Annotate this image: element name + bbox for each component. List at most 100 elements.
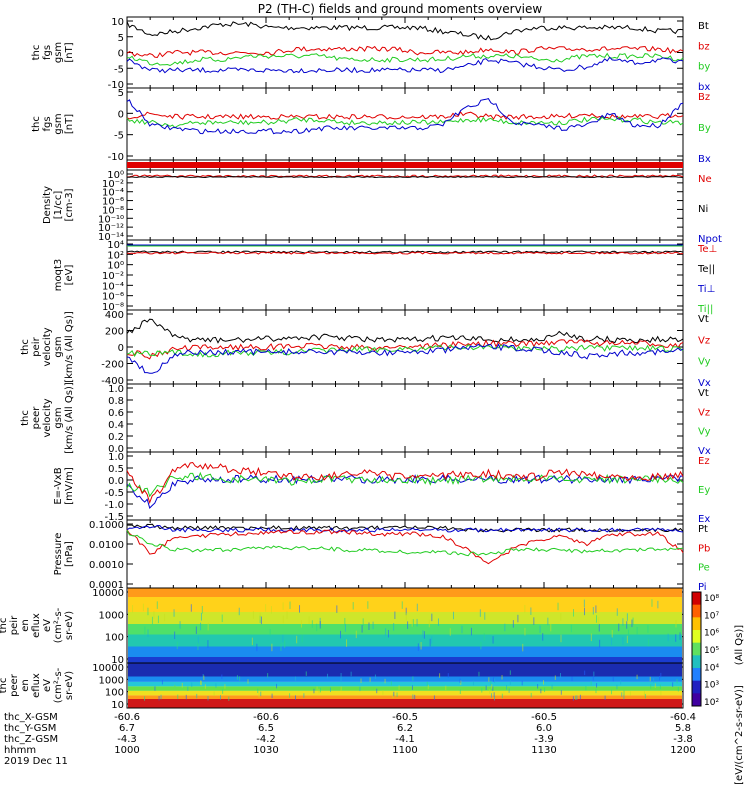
footer-value: -60.5 (392, 712, 418, 723)
spectro-streak (540, 688, 542, 694)
spectro-streak (660, 672, 662, 678)
spectro-streak (623, 694, 625, 700)
spectro-streak (659, 684, 661, 690)
spectro-streak (492, 636, 494, 644)
spectro-streak (636, 674, 638, 680)
spectro-streak (174, 684, 176, 690)
legend-vy: Vy (698, 427, 711, 438)
spectro-streak (157, 615, 159, 624)
y-axis-label: velocity (42, 327, 53, 366)
spectro-streak (144, 696, 146, 701)
spectro-streak (187, 686, 189, 691)
spectro-streak (437, 618, 439, 626)
spectro-streak (628, 629, 630, 638)
footer-value: 6.5 (258, 723, 274, 734)
footer-row-label: thc_Y-GSM (4, 723, 56, 734)
spectro-streak (239, 676, 241, 681)
spectro-streak (620, 680, 622, 685)
spectro-streak (154, 686, 156, 691)
footer-value: -60.6 (253, 712, 279, 723)
fgs-series-black (126, 21, 684, 41)
spectro-streak (200, 613, 202, 621)
spectro-streak (197, 642, 199, 651)
spectro-streak (618, 623, 620, 632)
spectro-streak (196, 693, 198, 699)
spectro-streak (219, 695, 221, 700)
spectro-streak (340, 673, 342, 678)
spectro-streak (414, 694, 416, 700)
spectro-streak (570, 624, 572, 633)
spectro-streak (530, 607, 532, 615)
spectro-streak (509, 670, 511, 675)
spectro-streak (344, 617, 346, 626)
panel-fgs2: thc fgs gsm [nT] 5 0 -5 -10 Bz By Bx (31, 87, 711, 165)
spectro-streak (256, 643, 258, 652)
legend-bz: bz (698, 41, 710, 52)
peir-v-black (126, 318, 684, 344)
spectro-streak (191, 682, 193, 687)
spectro-streak (672, 682, 674, 687)
y-tick-label: 10 (111, 655, 124, 666)
spectro-streak (308, 616, 310, 624)
pressure-green (126, 529, 684, 557)
efield-blue (126, 474, 684, 509)
spectro-streak (282, 634, 284, 643)
y-tick-label: 0.0 (108, 476, 124, 487)
y-axis-label: sr-eV) (64, 611, 75, 640)
spectro-streak (596, 683, 598, 688)
pressure-red (126, 529, 684, 565)
spectro-streak (612, 676, 614, 682)
spectro-streak (416, 618, 418, 627)
spectro-streak (554, 675, 556, 680)
spectro-streak (267, 673, 269, 678)
footer-row-label: hhmm (4, 745, 36, 756)
colorbar-tick-label: 10³ (704, 681, 719, 691)
spectro-streak (174, 631, 176, 640)
colorbar-segment (692, 668, 701, 682)
spectro-streak (431, 613, 433, 622)
spectro-streak (478, 671, 480, 677)
spectro-streak (257, 688, 259, 694)
spectro-streak (296, 635, 298, 644)
y-axis-label: [km/s (All Qs)] (64, 382, 75, 454)
spectro-streak (491, 693, 493, 698)
spectro-band (128, 612, 682, 624)
spectro-streak (493, 677, 495, 682)
spectro-streak (200, 680, 202, 686)
y-tick-label: 10⁻¹² (98, 223, 124, 234)
colorbar-tick-label: 10⁷ (704, 611, 719, 621)
y-axis-label: [nT] (64, 114, 75, 134)
spectro-streak (329, 687, 331, 693)
spectro-streak (576, 695, 578, 700)
spectro-streak (595, 688, 597, 694)
spectro-band (128, 690, 682, 696)
y-tick-label: 10⁰ (107, 261, 124, 272)
pressure-blue (126, 524, 684, 533)
spectro-streak (318, 688, 320, 694)
spectro-streak (509, 680, 511, 685)
panel-frame (126, 239, 684, 311)
spectro-streak (271, 693, 273, 699)
spectro-streak (222, 689, 224, 694)
y-tick-label: 10⁻⁶ (102, 197, 124, 208)
footer-row-label: thc_Z-GSM (4, 734, 58, 745)
spectro-streak (412, 619, 414, 627)
y-axis-label: [mV/m] (64, 467, 75, 505)
y-axis-label: thc (31, 45, 42, 61)
spectro-streak (479, 609, 481, 617)
efield-red (126, 461, 684, 505)
spectro-streak (398, 685, 400, 690)
footer-value: 6.0 (536, 723, 552, 734)
colorbar-segment (692, 592, 701, 606)
spectro-streak (422, 630, 424, 638)
spectro-streak (626, 621, 628, 629)
spectro-streak (390, 680, 392, 686)
panel-frame (126, 383, 684, 453)
spectro-streak (596, 615, 598, 623)
spectro-streak (583, 599, 585, 608)
spectro-streak (560, 634, 562, 643)
y-axis-label: Pressure (53, 533, 64, 576)
legend-ez: Ez (698, 456, 710, 467)
spectro-streak (626, 635, 628, 644)
